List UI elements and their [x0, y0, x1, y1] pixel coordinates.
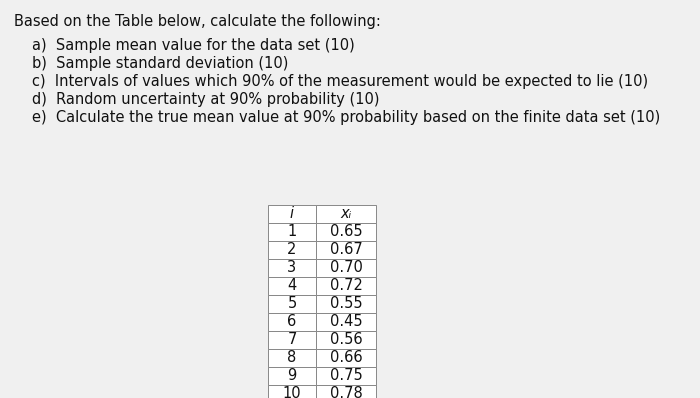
- Text: 0.45: 0.45: [330, 314, 363, 330]
- Text: 9: 9: [288, 369, 297, 384]
- Text: 8: 8: [288, 351, 297, 365]
- Text: Based on the Table below, calculate the following:: Based on the Table below, calculate the …: [14, 14, 381, 29]
- Bar: [316, 367, 376, 385]
- Bar: [316, 295, 376, 313]
- Text: 0.65: 0.65: [330, 224, 363, 240]
- Bar: [316, 331, 376, 349]
- Bar: [316, 349, 376, 367]
- Text: i: i: [290, 207, 294, 222]
- Text: 0.55: 0.55: [330, 297, 363, 312]
- Bar: [316, 223, 376, 241]
- Text: 10: 10: [283, 386, 301, 398]
- Bar: [316, 277, 376, 295]
- Text: xᵢ: xᵢ: [340, 207, 351, 222]
- Text: 0.78: 0.78: [330, 386, 363, 398]
- Bar: [268, 367, 316, 385]
- Text: 0.70: 0.70: [330, 261, 363, 275]
- Text: 6: 6: [288, 314, 297, 330]
- Bar: [316, 205, 376, 223]
- Bar: [268, 349, 316, 367]
- Bar: [268, 331, 316, 349]
- Bar: [268, 313, 316, 331]
- Text: 0.67: 0.67: [330, 242, 363, 258]
- Text: b)  Sample standard deviation (10): b) Sample standard deviation (10): [32, 56, 288, 71]
- Text: 0.75: 0.75: [330, 369, 363, 384]
- Text: e)  Calculate the true mean value at 90% probability based on the finite data se: e) Calculate the true mean value at 90% …: [32, 110, 660, 125]
- Bar: [268, 223, 316, 241]
- Bar: [268, 277, 316, 295]
- Text: 4: 4: [288, 279, 297, 293]
- Bar: [316, 313, 376, 331]
- Bar: [268, 385, 316, 398]
- Text: a)  Sample mean value for the data set (10): a) Sample mean value for the data set (1…: [32, 38, 355, 53]
- Bar: [316, 241, 376, 259]
- Text: d)  Random uncertainty at 90% probability (10): d) Random uncertainty at 90% probability…: [32, 92, 379, 107]
- Bar: [268, 259, 316, 277]
- Bar: [316, 385, 376, 398]
- Text: 7: 7: [287, 332, 297, 347]
- Bar: [316, 259, 376, 277]
- Bar: [268, 241, 316, 259]
- Text: 0.56: 0.56: [330, 332, 363, 347]
- Text: 2: 2: [287, 242, 297, 258]
- Text: 0.66: 0.66: [330, 351, 363, 365]
- Text: 3: 3: [288, 261, 297, 275]
- Text: c)  Intervals of values which 90% of the measurement would be expected to lie (1: c) Intervals of values which 90% of the …: [32, 74, 648, 89]
- Bar: [268, 295, 316, 313]
- Text: 1: 1: [288, 224, 297, 240]
- Text: 0.72: 0.72: [330, 279, 363, 293]
- Bar: [268, 205, 316, 223]
- Text: 5: 5: [288, 297, 297, 312]
